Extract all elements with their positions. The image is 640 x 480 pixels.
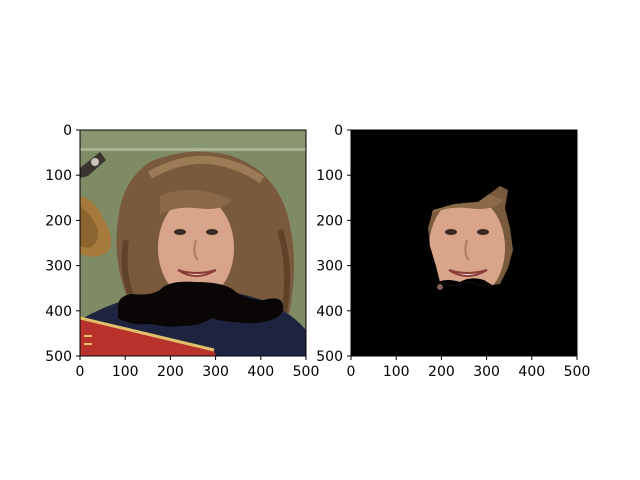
right-x-tick-label: 500	[564, 364, 591, 380]
left-y-tick-label: 300	[45, 259, 72, 275]
left-x-tick-label: 100	[112, 364, 139, 380]
left-y-tick-label: 500	[45, 349, 72, 365]
left-y-tick-label: 200	[45, 213, 72, 229]
left-image-panel: 0 100 200 300 400 500 0 100 200 300 400 500	[45, 123, 319, 380]
left-x-tick-label: 300	[202, 364, 229, 380]
left-x-axis: 0 100 200 300 400 500	[76, 356, 320, 380]
right-y-tick-label: 0	[334, 123, 343, 139]
right-x-tick-label: 400	[518, 364, 545, 380]
left-y-tick-label: 400	[45, 304, 72, 320]
right-y-axis: 0 100 200 300 400 500	[316, 123, 351, 365]
left-x-tick-label: 200	[157, 364, 184, 380]
left-y-tick-label: 100	[45, 168, 72, 184]
left-y-tick-label: 0	[63, 123, 72, 139]
right-y-tick-label: 300	[316, 259, 343, 275]
right-y-tick-label: 400	[316, 304, 343, 320]
right-x-tick-label: 200	[428, 364, 455, 380]
right-x-tick-label: 100	[383, 364, 410, 380]
right-y-tick-label: 500	[316, 349, 343, 365]
right-image-panel: 0 100 200 300 400 500 0 100 200 300 400 500	[316, 123, 590, 380]
left-axes-frame	[79, 129, 307, 357]
left-photo	[80, 130, 306, 356]
right-axes-frame	[350, 129, 578, 357]
left-y-axis: 0 100 200 300 400 500	[45, 123, 80, 365]
right-x-tick-label: 300	[473, 364, 500, 380]
right-x-axis: 0 100 200 300 400 500	[347, 356, 591, 380]
left-x-tick-label: 500	[293, 364, 320, 380]
right-y-tick-label: 200	[316, 213, 343, 229]
left-x-tick-label: 400	[247, 364, 274, 380]
left-x-tick-label: 0	[76, 364, 85, 380]
right-y-tick-label: 100	[316, 168, 343, 184]
right-x-tick-label: 0	[347, 364, 356, 380]
